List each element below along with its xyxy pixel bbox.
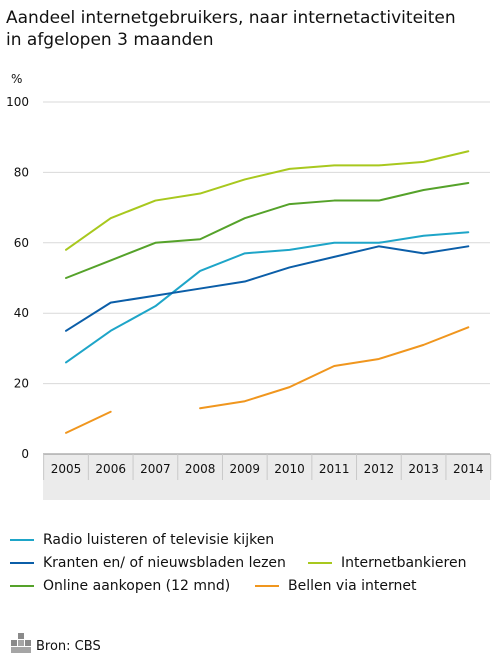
x-tick-label: 2005	[51, 462, 82, 476]
legend-item: Bellen via internet	[255, 578, 417, 594]
x-tick-label: 2014	[453, 462, 484, 476]
series-line	[65, 410, 112, 434]
legend-item: Internetbankieren	[308, 555, 466, 571]
legend-label: Radio luisteren of televisie kijken	[43, 532, 275, 548]
y-tick-label: 20	[14, 377, 29, 391]
x-tick-label: 2008	[185, 462, 216, 476]
y-tick-label: 80	[14, 165, 29, 179]
series-line	[65, 181, 470, 279]
legend-item: Radio luisteren of televisie kijken	[10, 532, 274, 548]
chart-title-line-2: in afgelopen 3 maanden	[6, 30, 214, 50]
x-tick-label: 2007	[140, 462, 171, 476]
x-tick-label: 2006	[95, 462, 126, 476]
legend-swatch	[10, 562, 34, 564]
line-chart: 0 20 40 60 80 100 2005 2006 2007 2008 2009 2010 2011…	[6, 95, 492, 500]
source-text: Bron: CBS	[36, 639, 101, 654]
legend-item: Online aankopen (12 mnd)	[10, 578, 230, 594]
cbs-logo-icon	[11, 633, 31, 653]
y-axis-unit: %	[11, 72, 23, 86]
series-line	[65, 150, 470, 251]
legend-swatch	[308, 562, 332, 564]
x-axis-band	[43, 454, 490, 500]
chart-title: Aandeel internetgebruikers, naar interne…	[6, 7, 496, 51]
x-tick-label: 2009	[230, 462, 261, 476]
y-tick-label: 0	[21, 447, 29, 461]
x-tick-label: 2010	[274, 462, 305, 476]
legend-label: Bellen via internet	[288, 578, 417, 594]
legend-item: Kranten en/ of nieuwsbladen lezen	[10, 555, 286, 571]
legend-swatch	[255, 585, 279, 587]
series-line	[65, 245, 470, 332]
series-line	[65, 231, 470, 364]
chart-title-line-1: Aandeel internetgebruikers, naar interne…	[6, 8, 456, 28]
legend-swatch	[10, 539, 34, 541]
y-tick-label: 100	[6, 95, 29, 109]
legend-label: Kranten en/ of nieuwsbladen lezen	[43, 555, 286, 571]
x-tick-label: 2012	[364, 462, 395, 476]
source-footer: Bron: CBS	[10, 626, 101, 654]
x-tick-label: 2011	[319, 462, 350, 476]
legend-swatch	[10, 585, 34, 587]
y-tick-label: 40	[14, 306, 29, 320]
y-tick-label: 60	[14, 236, 29, 250]
legend-label: Internetbankieren	[341, 555, 467, 571]
x-tick-label: 2013	[408, 462, 439, 476]
legend-label: Online aankopen (12 mnd)	[43, 578, 231, 594]
series-line	[199, 326, 470, 410]
